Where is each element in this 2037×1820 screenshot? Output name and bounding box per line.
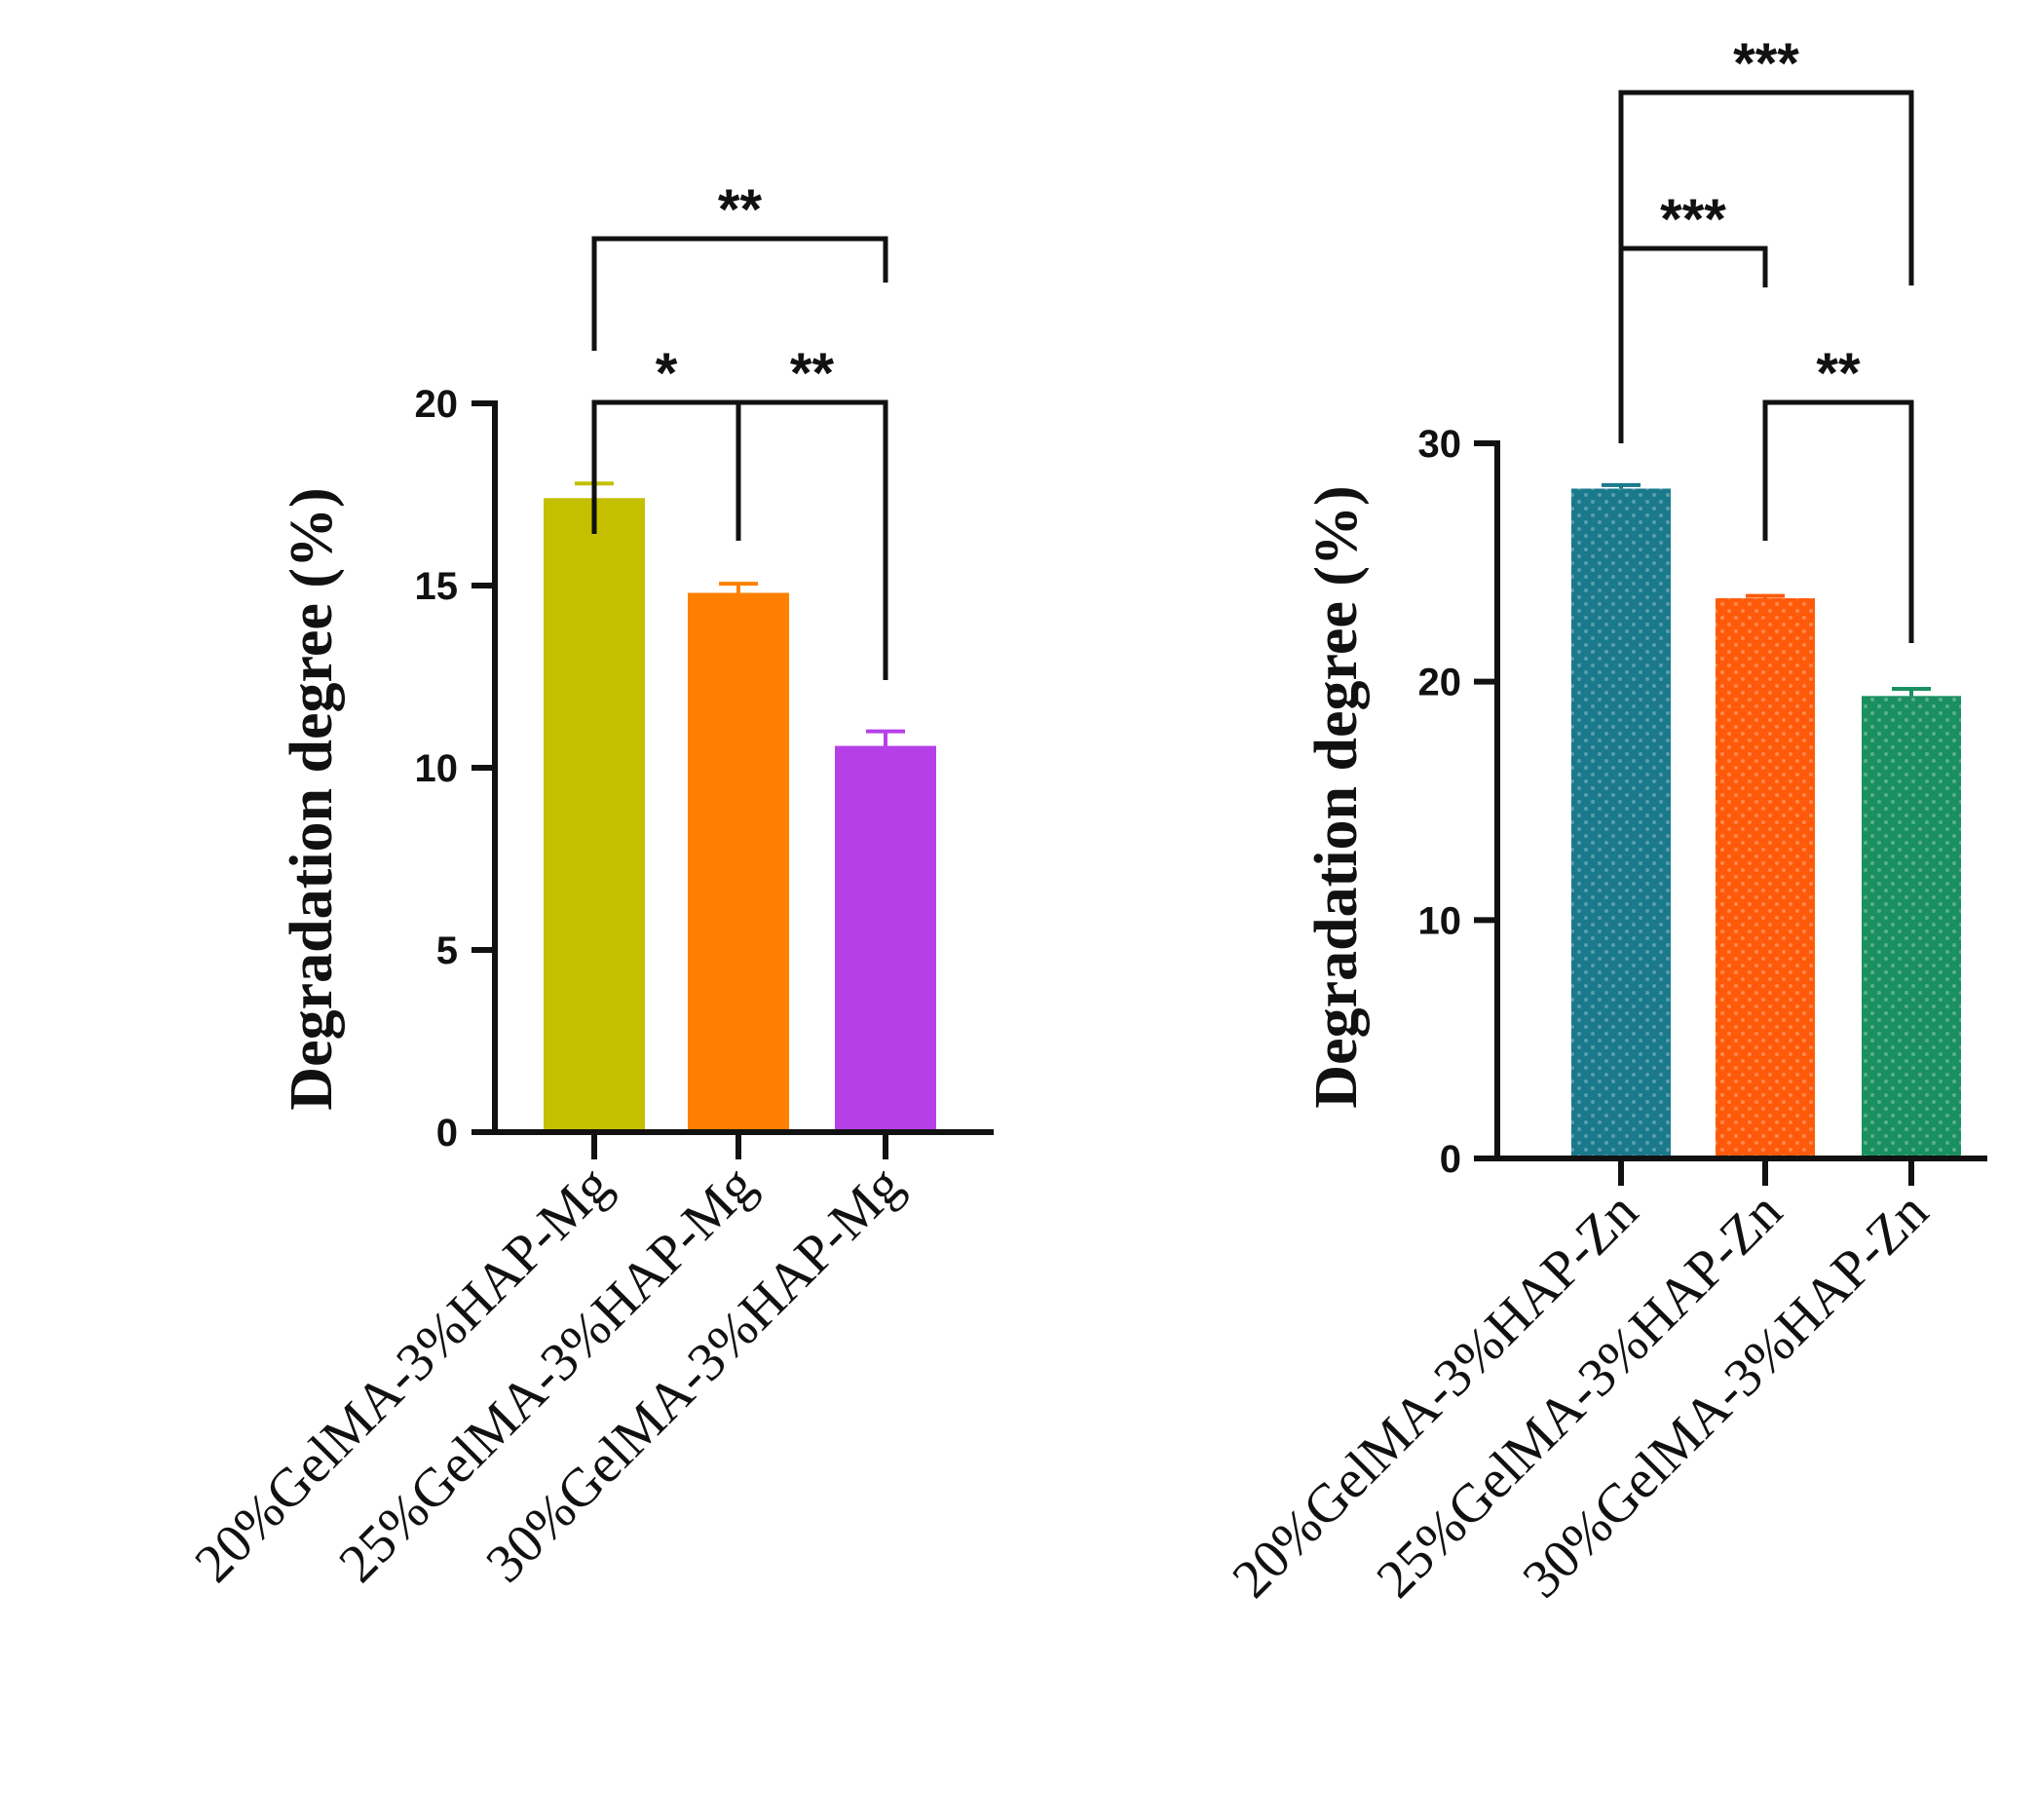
significance-label: ** (790, 342, 835, 405)
error-bars (1602, 482, 1931, 697)
y-tick-label: 10 (415, 747, 459, 790)
zn-degradation-chart: Degradation degree (%) 0 10 20 30 20%GelMA-… (1221, 32, 1987, 1610)
y-tick-label: 5 (436, 929, 458, 972)
x-axis-category-labels: 20%GelMA-3%HAP-Mg25%GelMA-3%HAP-Mg30%Gel… (183, 1155, 914, 1594)
y-tick-label: 20 (1418, 662, 1462, 704)
bars (1571, 488, 1961, 1186)
significance-label: *** (1660, 188, 1726, 251)
significance-bracket (591, 236, 888, 351)
bar (835, 745, 936, 1132)
bar-pattern (1862, 696, 1961, 1158)
y-tick-label: 0 (436, 1112, 458, 1155)
mg-degradation-chart: Degradation degree (%) 0 5 10 15 20 20%GelMA… (183, 178, 994, 1594)
y-tick-label: 20 (415, 383, 459, 426)
significance-brackets: ******** (1618, 32, 1914, 643)
bars (544, 498, 936, 1159)
significance-bracket (1618, 90, 1914, 443)
significance-bracket (1618, 246, 1768, 443)
significance-brackets: * **** (591, 178, 888, 680)
y-tick-label: 30 (1418, 423, 1462, 466)
significance-label: ** (1816, 342, 1861, 405)
y-tick-label: 15 (415, 565, 459, 608)
x-axis-category-labels: 20%GelMA-3%HAP-Zn25%GelMA-3%HAP-Zn30%Gel… (1221, 1181, 1940, 1610)
y-tick-label: 10 (1418, 899, 1462, 942)
y-axis-label: Degradation degree (%) (279, 487, 345, 1110)
significance-label: ** (718, 178, 763, 242)
bar-pattern (1716, 598, 1815, 1158)
significance-label: *** (1733, 32, 1799, 95)
significance-bracket (736, 399, 888, 680)
error-bars (575, 481, 905, 746)
bar (544, 498, 645, 1132)
significance-bracket (1762, 399, 1914, 643)
bar-pattern (1571, 488, 1671, 1158)
y-axis-ticks: 0 10 20 30 (1418, 423, 1497, 1181)
bar (688, 592, 789, 1132)
y-tick-label: 0 (1440, 1138, 1461, 1181)
significance-label: * (656, 342, 678, 405)
y-axis-label: Degradation degree (%) (1303, 485, 1370, 1108)
y-axis-ticks: 0 5 10 15 20 (415, 383, 495, 1155)
